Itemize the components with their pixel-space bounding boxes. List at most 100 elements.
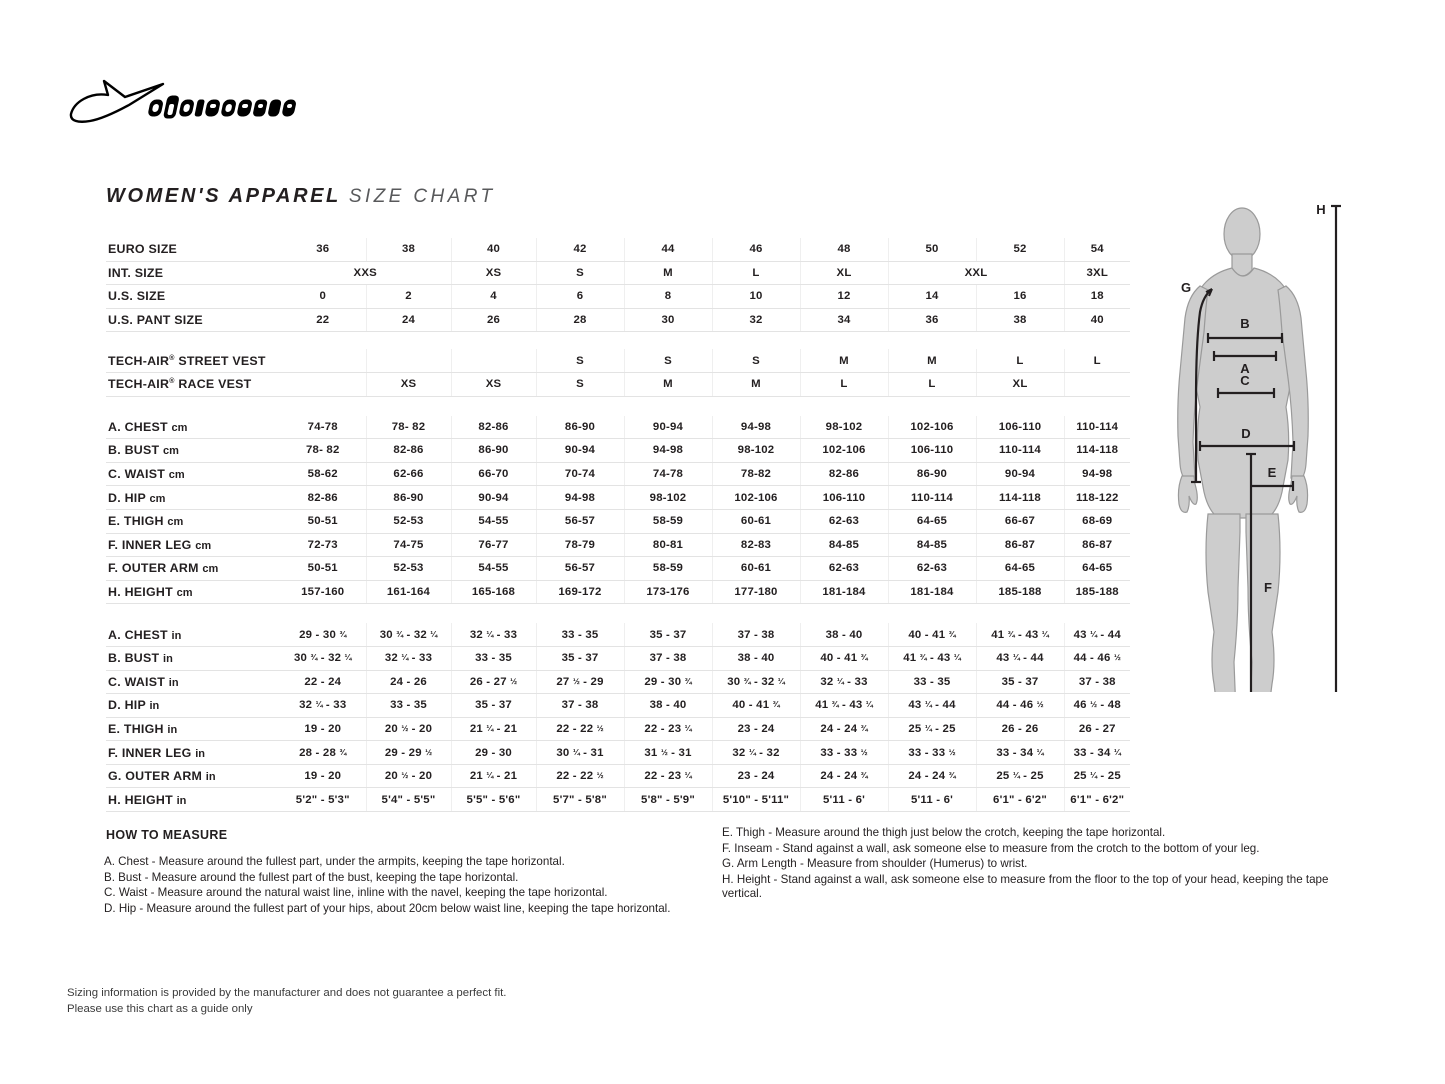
- row-label: G. OUTER ARM in: [106, 764, 280, 789]
- cell: 37 - 38: [1064, 670, 1130, 695]
- cell: 22 - 23 ¼: [624, 717, 713, 742]
- row-label-techair-street: TECH-AIR® STREET VEST: [106, 349, 280, 373]
- cell: 5'8" - 5'9": [624, 787, 713, 813]
- figure-label-g: G: [1181, 280, 1191, 295]
- cell: 27 ½ - 29: [536, 670, 625, 695]
- cell: 86-90: [536, 415, 625, 440]
- row-label: E. THIGH in: [106, 717, 280, 742]
- female-body-measurement-diagram: B A C D E F G H: [1160, 192, 1350, 692]
- cell: M: [624, 261, 713, 286]
- cell: 90-94: [624, 415, 713, 440]
- cell: 38 - 40: [712, 646, 801, 671]
- cell: 82-86: [280, 485, 367, 510]
- cell: 40 - 41 ¾: [888, 623, 977, 647]
- cell: 62-63: [888, 556, 977, 581]
- howto-item: H. Height - Stand against a wall, ask so…: [722, 872, 1329, 901]
- cell: 33 - 33 ½: [888, 740, 977, 765]
- cell: XS: [451, 261, 537, 286]
- cell: 106-110: [888, 438, 977, 463]
- row-label: F. INNER LEG in: [106, 740, 280, 765]
- table-row-inner-leg-in: F. INNER LEG in 28 - 28 ¾ 29 - 29 ½ 29 - 30…: [106, 740, 1130, 765]
- row-label: U.S. SIZE: [106, 284, 280, 309]
- page-title-light: SIZE CHART: [348, 186, 496, 207]
- cell: 24 - 24 ¾: [800, 764, 889, 789]
- cell: 40: [451, 238, 537, 262]
- cell: 20 ½ - 20: [366, 764, 452, 789]
- cell: 29 - 30: [451, 740, 537, 765]
- cell: 35 - 37: [451, 693, 537, 718]
- cell: 54-55: [451, 556, 537, 581]
- spacer-row: [106, 332, 1130, 350]
- cell: 102-106: [800, 438, 889, 463]
- cell: 82-83: [712, 533, 801, 558]
- cell: S: [712, 349, 801, 373]
- row-label-unit: in: [168, 676, 179, 689]
- cell: 30 ¼ - 31: [536, 740, 625, 765]
- cell: [280, 372, 367, 397]
- cell: 41 ¾ - 43 ¼: [800, 693, 889, 718]
- cell: 36: [280, 238, 367, 262]
- row-label: F. OUTER ARM cm: [106, 556, 280, 581]
- cell: L: [976, 349, 1065, 373]
- cell: [1064, 372, 1130, 397]
- row-label-unit: cm: [171, 421, 188, 434]
- cell: 94-98: [1064, 462, 1130, 487]
- cell: 94-98: [624, 438, 713, 463]
- cell: 42: [536, 238, 625, 262]
- row-label-unit: cm: [195, 539, 212, 552]
- cell: 4: [451, 284, 537, 309]
- cell: 16: [976, 284, 1065, 309]
- cell: 50-51: [280, 556, 367, 581]
- cell: 40 - 41 ¾: [800, 646, 889, 671]
- cell: 28 - 28 ¾: [280, 740, 367, 765]
- cell: 43 ¼ - 44: [888, 693, 977, 718]
- cell: 173-176: [624, 580, 713, 605]
- figure-label-a: A: [1240, 361, 1250, 376]
- table-row-height-cm: H. HEIGHT cm 157-160 161-164 165-168 169-172…: [106, 580, 1130, 605]
- cell: [280, 349, 367, 373]
- cell: 106-110: [800, 485, 889, 510]
- row-label-unit: in: [176, 794, 187, 807]
- cell: 74-78: [624, 462, 713, 487]
- cell: 33 - 35: [451, 646, 537, 671]
- howto-item: A. Chest - Measure around the fullest pa…: [104, 855, 565, 868]
- figure-label-d: D: [1241, 426, 1250, 441]
- figure-head: [1223, 207, 1261, 261]
- cell: 46: [712, 238, 801, 262]
- table-row-outer-arm-in: G. OUTER ARM in 19 - 20 20 ½ - 20 21 ¼ - 21…: [106, 764, 1130, 789]
- cell: 98-102: [712, 438, 801, 463]
- cell: 30 ¾ - 32 ¼: [366, 623, 452, 647]
- page-title: WOMEN'S APPAREL SIZE CHART: [106, 185, 495, 208]
- cell: 185-188: [976, 580, 1065, 605]
- page-title-bold: WOMEN'S APPAREL: [106, 185, 341, 207]
- cell: 84-85: [800, 533, 889, 558]
- table-row: TECH-AIR® STREET VEST S S S M M L L: [106, 349, 1130, 373]
- cell: 44: [624, 238, 713, 262]
- cell: 60-61: [712, 556, 801, 581]
- cell: XXS: [280, 261, 452, 286]
- cell: 0: [280, 284, 367, 309]
- cell: 37 - 38: [712, 623, 801, 647]
- cell: 19 - 20: [280, 764, 367, 789]
- cell: 22 - 23 ¼: [624, 764, 713, 789]
- cell: S: [536, 261, 625, 286]
- table-row: TECH-AIR® RACE VEST XS XS S M M L L XL: [106, 372, 1130, 397]
- figure-right-leg: [1245, 513, 1281, 692]
- cell: 86-90: [888, 462, 977, 487]
- cell: 76-77: [451, 533, 537, 558]
- cell: 19 - 20: [280, 717, 367, 742]
- figure-right-hand: [1288, 475, 1309, 513]
- cell: 24: [366, 308, 452, 333]
- cell: 52-53: [366, 509, 452, 534]
- cell: 48: [800, 238, 889, 262]
- figure-left-hand: [1177, 475, 1198, 513]
- cell: 98-102: [800, 415, 889, 440]
- cell: 169-172: [536, 580, 625, 605]
- cell: 110-114: [976, 438, 1065, 463]
- cell: 20 ½ - 20: [366, 717, 452, 742]
- row-label: E. THIGH cm: [106, 509, 280, 534]
- cell: 82-86: [451, 415, 537, 440]
- cell: XL: [976, 372, 1065, 397]
- cell: 26 - 27: [1064, 717, 1130, 742]
